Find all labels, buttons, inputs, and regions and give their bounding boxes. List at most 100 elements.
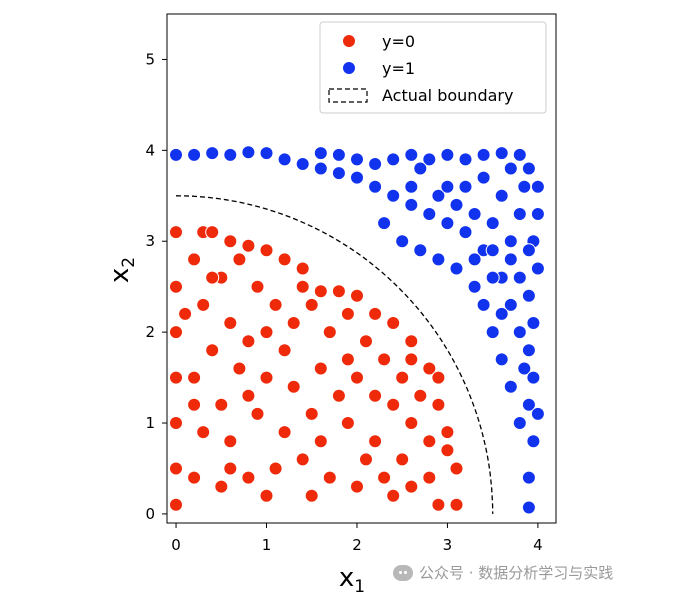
point-y1-36	[494, 146, 509, 161]
point-y0-79	[295, 279, 310, 294]
point-y0-60	[250, 406, 265, 421]
point-y0-76	[386, 488, 401, 503]
point-y1-77	[503, 161, 518, 176]
point-y1-24	[521, 470, 536, 485]
point-y0-80	[259, 325, 274, 340]
point-y0-63	[268, 461, 283, 476]
point-y0-68	[350, 479, 364, 494]
point-y1-53	[467, 279, 482, 294]
point-y0-64	[241, 470, 256, 485]
point-y1-2	[205, 146, 220, 161]
point-y1-71	[494, 306, 509, 321]
point-y1-34	[458, 152, 473, 167]
point-y0-33	[286, 316, 301, 330]
x-tick-label: 2	[352, 536, 362, 554]
x-tick-label: 1	[262, 536, 272, 554]
point-y0-71	[422, 470, 437, 485]
point-y0-29	[223, 316, 238, 330]
point-y0-10	[350, 288, 364, 303]
point-y0-51	[304, 406, 319, 421]
point-y0-5	[259, 243, 274, 258]
point-y0-39	[313, 361, 328, 376]
point-y0-6	[277, 252, 292, 267]
point-y1-55	[485, 325, 500, 340]
point-y0-19	[431, 497, 446, 512]
point-y1-28	[350, 152, 364, 167]
axes-frame	[166, 13, 557, 524]
point-y0-24	[169, 325, 183, 340]
point-y1-9	[331, 166, 346, 181]
point-y1-6	[277, 152, 292, 167]
point-y0-35	[277, 343, 292, 358]
point-y1-22	[521, 397, 536, 412]
point-y1-13	[404, 197, 419, 212]
point-y1-30	[386, 152, 401, 167]
point-y0-12	[386, 316, 401, 330]
point-y1-60	[431, 188, 446, 203]
point-y0-2	[205, 225, 220, 240]
point-y1-79	[517, 179, 532, 194]
x-axis-label: x1	[339, 563, 365, 597]
point-y1-0	[169, 147, 183, 162]
point-y0-48	[368, 434, 383, 449]
point-y1-50	[413, 243, 428, 258]
y-tick-label: 1	[145, 414, 155, 432]
point-y1-39	[530, 179, 545, 194]
point-y1-76	[440, 179, 455, 194]
point-y0-58	[196, 425, 211, 440]
x-tick-label: 0	[171, 536, 181, 554]
point-y1-72	[521, 243, 536, 258]
point-y1-67	[503, 252, 518, 267]
y-tick-label: 2	[145, 323, 155, 341]
point-y0-65	[214, 479, 229, 494]
point-y1-15	[440, 216, 455, 231]
point-y1-52	[449, 261, 464, 276]
point-y0-53	[259, 370, 274, 385]
point-y1-63	[485, 216, 500, 231]
point-y1-4	[241, 145, 256, 160]
point-y1-19	[503, 297, 518, 312]
point-y1-59	[404, 179, 419, 194]
watermark-text: 公众号 · 数据分析学习与实践	[419, 564, 614, 582]
point-y0-7	[295, 261, 310, 276]
point-y0-52	[286, 379, 301, 394]
point-y0-21	[169, 461, 183, 476]
point-y1-29	[368, 157, 383, 171]
point-y1-70	[512, 270, 527, 285]
point-y1-44	[526, 316, 541, 330]
point-y1-48	[377, 216, 392, 231]
point-y0-70	[404, 479, 419, 494]
point-y0-89	[223, 461, 238, 476]
point-y0-81	[178, 306, 193, 321]
point-y1-32	[422, 152, 437, 167]
point-y1-31	[404, 147, 419, 162]
point-y0-13	[404, 334, 419, 349]
point-y0-84	[368, 388, 383, 403]
point-y1-10	[350, 170, 364, 185]
point-y1-51	[431, 252, 446, 267]
point-y0-36	[322, 325, 337, 340]
wechat-icon	[393, 564, 413, 581]
point-y1-78	[485, 243, 500, 258]
point-y1-21	[517, 361, 532, 376]
x-tick-label: 4	[533, 536, 543, 554]
point-y1-11	[368, 179, 383, 194]
point-y0-75	[304, 488, 319, 503]
point-y0-73	[359, 452, 373, 467]
point-y0-26	[187, 252, 202, 267]
point-y0-41	[350, 370, 364, 385]
point-y0-66	[187, 470, 202, 485]
point-y1-23	[526, 434, 541, 449]
point-y0-83	[340, 352, 355, 367]
point-y0-88	[187, 397, 202, 412]
point-y0-17	[449, 461, 464, 476]
point-y0-25	[169, 279, 183, 294]
point-y1-74	[413, 161, 428, 176]
point-y0-56	[187, 370, 202, 385]
point-y1-38	[521, 161, 536, 176]
point-y0-14	[422, 361, 437, 376]
point-y1-43	[521, 288, 536, 303]
point-y1-66	[512, 207, 527, 221]
point-y1-8	[313, 161, 328, 176]
